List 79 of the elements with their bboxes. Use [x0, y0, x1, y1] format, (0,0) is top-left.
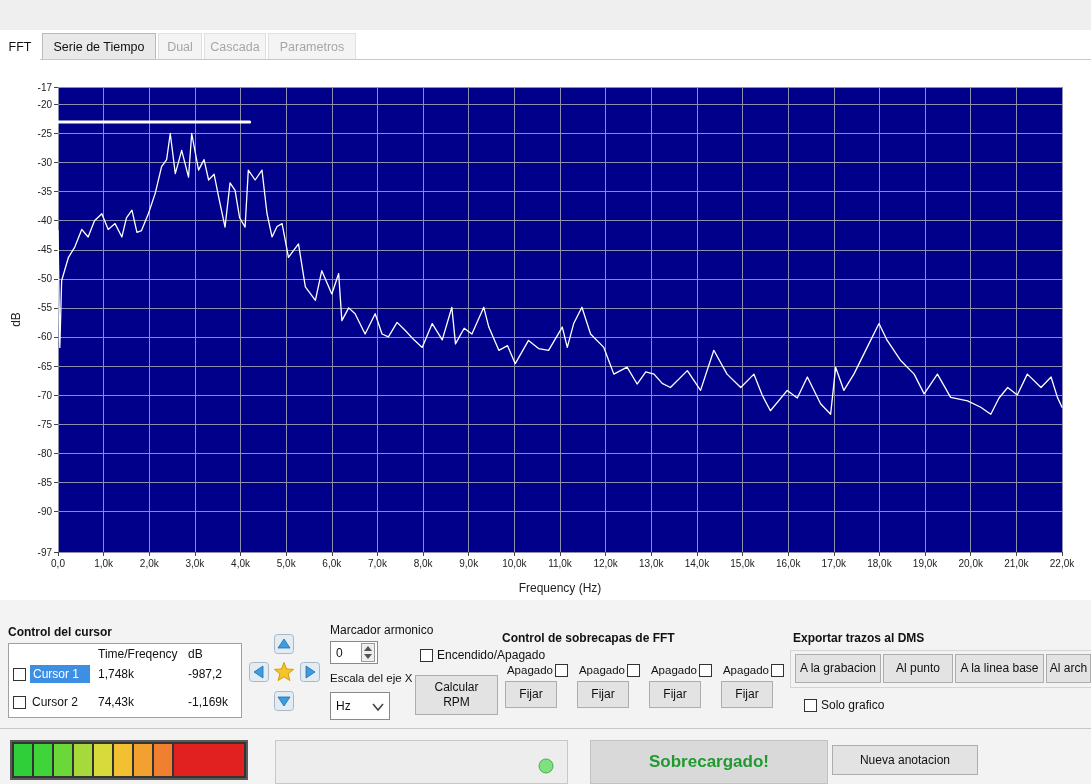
- x-tick-label: 20,0k: [958, 557, 984, 569]
- x-tick-label: 5,0k: [276, 557, 297, 569]
- button: Fijar: [649, 681, 701, 708]
- button: Fijar: [577, 681, 629, 708]
- button: Al arch: [1046, 654, 1091, 683]
- text: Apagado: [722, 664, 769, 676]
- text: Solo grafico: [821, 698, 885, 712]
- y-tick-label: -70: [37, 389, 53, 401]
- highlighted-cell: Cursor 1: [30, 665, 90, 683]
- x-tick-label: 14,0k: [684, 557, 711, 569]
- text: Exportar trazos al DMS: [793, 631, 925, 645]
- tab: Cascada: [204, 33, 266, 59]
- y-tick-label: -90: [37, 505, 53, 517]
- y-tick-label: -60: [37, 331, 53, 343]
- x-tick-label: 18,0k: [867, 557, 893, 569]
- tab: Parametros: [268, 33, 356, 59]
- x-tick-label: 21,0k: [1004, 557, 1030, 569]
- text: Apagado: [578, 664, 625, 676]
- x-tick-label: 6,0k: [322, 557, 343, 569]
- text: 74,43k: [98, 695, 135, 709]
- x-tick-label: 22,0k: [1049, 557, 1076, 569]
- text: 1,748k: [98, 667, 135, 681]
- text: Encendido/Apagado: [437, 648, 546, 662]
- x-tick-label: 12,0k: [593, 557, 619, 569]
- button: A la linea base: [955, 654, 1044, 683]
- text: Escala del eje X: [330, 672, 413, 684]
- y-tick-label: -35: [37, 186, 53, 198]
- tab: Serie de Tiempo: [42, 33, 156, 59]
- y-tick-label: -50: [37, 273, 53, 285]
- text: -987,2: [188, 667, 223, 681]
- x-tick-label: 11,0k: [548, 557, 573, 569]
- x-tick-label: 15,0k: [730, 557, 756, 569]
- y-tick-label: -45: [37, 244, 53, 256]
- x-tick-label: 13,0k: [639, 557, 665, 569]
- x-tick-label: 7,0k: [368, 557, 388, 569]
- x-tick-label: 0,0: [51, 557, 66, 569]
- button: Fijar: [505, 681, 557, 708]
- x-tick-label: 16,0k: [775, 557, 802, 569]
- text: -1,169k: [188, 695, 229, 709]
- text: Control del cursor: [8, 625, 113, 639]
- x-tick-label: 9,0k: [459, 557, 480, 569]
- x-tick-label: 2,0k: [139, 557, 160, 569]
- button: Calcular RPM: [415, 675, 498, 715]
- status-box: Sobrecargado!: [590, 740, 828, 784]
- text: Time/Freqency: [98, 647, 178, 661]
- y-axis-title: dB: [9, 312, 23, 327]
- x-tick-label: 8,0k: [413, 557, 434, 569]
- x-tick-label: 17,0k: [821, 557, 848, 569]
- text: dB: [188, 647, 203, 661]
- text: Cursor 2: [32, 695, 79, 709]
- y-tick-label: -17: [37, 81, 53, 93]
- x-axis-title: Frequency (Hz): [518, 581, 602, 595]
- x-tick-label: 19,0k: [912, 557, 939, 569]
- button: Nueva anotacion: [832, 745, 978, 775]
- y-tick-label: -40: [37, 215, 53, 227]
- text: Apagado: [506, 664, 553, 676]
- text: Control de sobrecapas de FFT: [502, 631, 675, 645]
- y-tick-label: -20: [37, 98, 53, 110]
- x-tick-label: 4,0k: [231, 557, 251, 569]
- x-tick-label: 1,0k: [94, 557, 115, 569]
- x-tick-label: 10,0k: [502, 557, 528, 569]
- y-tick-label: -85: [37, 476, 53, 488]
- button: A la grabacion: [795, 654, 881, 683]
- tab: Dual: [158, 33, 202, 59]
- line-series: [57, 132, 1063, 415]
- y-tick-label: -75: [37, 418, 53, 430]
- text: Apagado: [650, 664, 697, 676]
- y-tick-label: -55: [37, 302, 53, 314]
- button: Fijar: [721, 681, 773, 708]
- y-tick-label: -65: [37, 360, 53, 372]
- number-field: 0: [330, 641, 378, 664]
- y-tick-label: -25: [37, 128, 53, 139]
- y-tick-label: -30: [37, 157, 53, 169]
- dropdown: Hz: [330, 692, 390, 720]
- y-tick-label: -97: [37, 546, 53, 558]
- y-tick-label: -80: [37, 447, 53, 459]
- button: Al punto: [883, 654, 953, 683]
- text: Marcador armonico: [330, 623, 434, 637]
- x-tick-label: 3,0k: [185, 557, 206, 569]
